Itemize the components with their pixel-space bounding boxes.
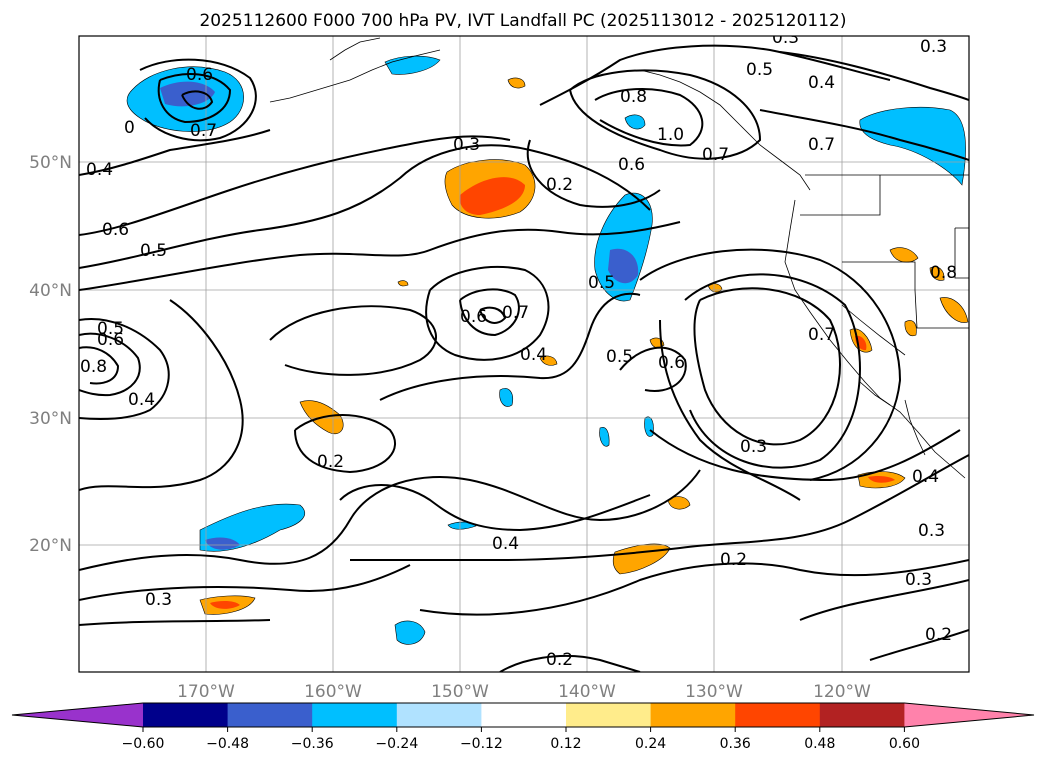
contour-label: 0.3 [905,570,932,590]
lon-tick-label: 150°W [431,682,489,702]
contour-label: 0.3 [772,28,799,48]
contour-label: 0.2 [317,452,344,472]
contour-label: 0.2 [720,550,747,570]
colorbar-tick-label: 0.12 [550,736,581,752]
lon-tick-label: 120°W [813,682,871,702]
contour-label: 0.3 [920,37,947,57]
colorbar-extend-max [904,703,1034,727]
lon-tick-label: 140°W [558,682,616,702]
lon-tick-label: 130°W [685,682,743,702]
lon-tick-labels: 170°W 160°W 150°W 140°W 130°W 120°W [177,682,871,702]
colorbar-tick-label: 0.24 [635,736,666,752]
contour-label: 0.7 [702,145,729,165]
lat-tick-label: 30°N [29,409,72,429]
contour-label: 0.3 [740,437,767,457]
lon-tick-label: 170°W [177,682,235,702]
contour-label: 0.6 [658,353,685,373]
contour-label: 0.2 [546,650,573,670]
colorbar-extend-min [12,703,143,727]
contour-label: 0.6 [186,65,213,85]
colorbar-tick-label: −0.24 [375,736,418,752]
contour-label: 0.4 [912,467,939,487]
contour-label: 0.6 [102,220,129,240]
contour-label: 0.3 [145,590,172,610]
contour-label: 0.5 [606,347,633,367]
contour-label: 0 [124,118,135,138]
contour-label: 0.8 [620,87,647,107]
contour-label: 0.8 [80,357,107,377]
contour-label: 0.4 [808,73,835,93]
colorbar-segment [227,703,313,727]
contour-label: 0.3 [453,135,480,155]
lat-tick-label: 20°N [29,536,72,556]
contour-label: 0.3 [918,521,945,541]
colorbar-segment [819,703,905,727]
colorbar-tick-label: −0.36 [291,736,334,752]
map-frame [78,35,970,673]
contour-label: 0.4 [86,160,113,180]
lon-tick-label: 160°W [304,682,362,702]
contour-label: 0.6 [97,330,124,350]
colorbar-tick-label: −0.60 [122,736,165,752]
lat-tick-label: 50°N [29,153,72,173]
colorbar: −0.60 −0.48 −0.36 −0.24 −0.12 0.12 0.24 0.36 0.4… [11,702,1035,752]
colorbar-segment [650,703,736,727]
contour-label: 0.5 [588,273,615,293]
contour-label: 0.5 [97,319,124,339]
contour-label: 0.7 [502,303,529,323]
colorbar-segment [312,703,398,727]
contour-label: 0.4 [520,345,547,365]
contour-label: 1.0 [657,125,684,145]
colorbar-segment [566,703,652,727]
contour-label: 0.2 [546,175,573,195]
colorbar-segment [735,703,821,727]
contour-label: 0.7 [808,135,835,155]
colorbar-tick-label: 0.48 [804,736,835,752]
colorbar-segment [143,703,229,727]
contour-label: 0.6 [460,307,487,327]
colorbar-tick-label: −0.12 [460,736,503,752]
colorbar-tick-label: −0.48 [206,736,249,752]
contour-label: 0.2 [925,625,952,645]
colorbar-segment [396,703,482,727]
colorbar-segment [481,703,567,727]
colorbar-tick-label: 0.36 [720,736,751,752]
contour-label: 0.7 [808,325,835,345]
figure-title: 2025112600 F000 700 hPa PV, IVT Landfall… [199,11,846,31]
contour-label: 0.7 [190,121,217,141]
contour-label: 0.5 [746,60,773,80]
graticule [79,36,969,672]
lat-tick-labels: 50°N 40°N 30°N 20°N [29,153,72,556]
lat-tick-label: 40°N [29,281,72,301]
contour-label: 0.8 [930,263,957,283]
coastlines [269,37,969,479]
contour-label: 0.4 [492,534,519,554]
map-panel: 0.6 0.7 0 0.4 0.6 0.5 0.3 0.2 0.8 1.0 0.… [79,28,969,672]
contour-labels: 0.6 0.7 0 0.4 0.6 0.5 0.3 0.2 0.8 1.0 0.… [80,28,957,670]
colorbar-tick-label: 0.60 [889,736,920,752]
contour-label: 0.4 [128,390,155,410]
contour-label: 0.6 [618,155,645,175]
contour-label: 0.5 [140,241,167,261]
